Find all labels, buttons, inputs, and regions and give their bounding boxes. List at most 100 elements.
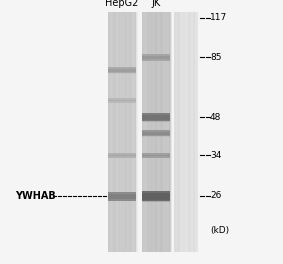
Bar [142,135,170,137]
Bar [145,12,146,252]
Bar [117,12,119,252]
Bar [108,153,136,155]
Bar [128,12,130,252]
Bar [188,12,190,252]
Bar [131,12,132,252]
Bar [155,12,156,252]
Bar [118,12,121,252]
Bar [114,12,115,252]
Bar [168,12,171,252]
Bar [190,12,192,252]
Bar [135,12,137,252]
Bar [121,12,123,252]
Bar [151,12,154,252]
Bar [164,12,167,252]
Bar [174,12,196,252]
Text: JK: JK [151,0,161,8]
Bar [142,120,170,122]
Bar [180,12,181,252]
Bar [109,12,111,252]
Bar [164,12,166,252]
Bar [174,12,176,252]
Bar [193,12,195,252]
Bar [134,12,136,252]
Bar [116,12,118,252]
Bar [176,12,178,252]
Bar [120,12,122,252]
Bar [152,12,155,252]
Bar [193,12,196,252]
Bar [148,12,150,252]
Bar [160,12,161,252]
Bar [146,12,148,252]
Bar [128,12,130,252]
Bar [165,12,166,252]
Bar [181,12,182,252]
Bar [152,12,153,252]
Bar [180,12,181,252]
Bar [165,12,167,252]
Bar [185,12,187,252]
Bar [120,12,122,252]
Bar [157,12,158,252]
Bar [164,12,167,252]
Text: 48: 48 [210,112,221,121]
Bar [113,12,116,252]
Bar [154,12,155,252]
Bar [196,12,198,252]
Bar [188,12,190,252]
Bar [109,12,112,252]
Bar [108,72,136,74]
Bar [169,12,171,252]
Bar [127,12,128,252]
Text: 117: 117 [210,13,227,22]
Bar [195,12,197,252]
Bar [120,12,123,252]
Bar [142,153,170,155]
Bar [114,12,117,252]
Bar [178,12,181,252]
Bar [183,12,185,252]
Bar [146,12,148,252]
Bar [158,12,161,252]
Bar [181,12,182,252]
Bar [132,12,133,252]
Bar [108,156,136,158]
Bar [130,12,132,252]
Bar [153,12,155,252]
Bar [147,12,148,252]
Bar [163,12,166,252]
Bar [190,12,192,252]
Bar [167,12,169,252]
Bar [109,12,111,252]
Bar [112,12,115,252]
Bar [120,12,122,252]
Bar [192,12,194,252]
Bar [178,12,180,252]
Bar [196,12,198,252]
Bar [142,153,170,158]
Bar [196,12,198,252]
Bar [151,12,153,252]
Bar [168,12,171,252]
Bar [149,12,150,252]
Bar [179,12,181,252]
Bar [149,12,151,252]
Bar [142,191,170,193]
Text: HepG2: HepG2 [105,0,139,8]
Text: YWHAB: YWHAB [15,191,56,201]
Text: 85: 85 [210,53,222,62]
Bar [166,12,168,252]
Text: (kD): (kD) [210,225,229,234]
Bar [150,12,153,252]
Bar [143,12,146,252]
Bar [144,12,145,252]
Bar [130,12,131,252]
Bar [124,12,127,252]
Bar [130,12,132,252]
Bar [184,12,186,252]
Bar [177,12,179,252]
Bar [142,113,170,115]
Bar [158,12,160,252]
Bar [115,12,117,252]
